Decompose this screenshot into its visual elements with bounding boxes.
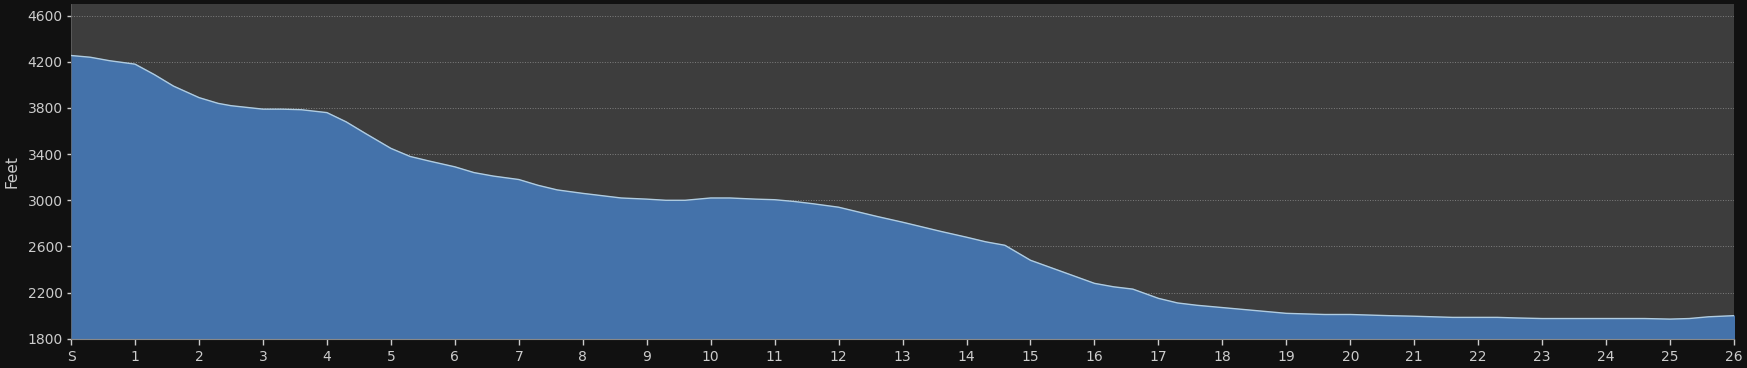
Y-axis label: Feet: Feet	[3, 155, 19, 188]
